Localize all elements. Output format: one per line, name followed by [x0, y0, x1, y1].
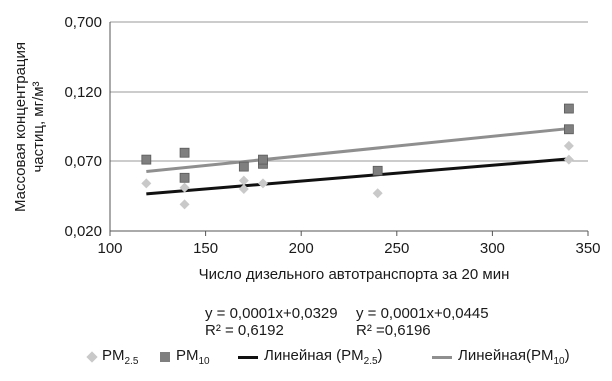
light-line-icon: [432, 355, 452, 359]
equation-pm10-formula: y = 0,0001x+0,0445: [356, 305, 489, 322]
y-axis-title-line2: частиц, мг/м³: [30, 81, 47, 172]
y-axis-title-line1: Массовая концентрация: [12, 42, 29, 212]
data-point-PM25: [141, 178, 152, 189]
x-tick-label: 350: [575, 240, 600, 257]
y-tick-label: 0,700: [64, 14, 102, 31]
data-point-PM10: [179, 172, 190, 183]
x-tick-label: 200: [289, 240, 314, 257]
data-point-PM10: [372, 165, 383, 176]
data-point-PM10: [258, 154, 268, 165]
y-tick-label: 0,120: [64, 84, 102, 101]
legend-linear-pm25-sub: 2.5: [363, 356, 378, 367]
data-point-PM25: [179, 199, 190, 210]
dark-line-icon: [238, 355, 258, 359]
y-tick-label: 0,070: [64, 153, 102, 170]
data-point-PM25: [179, 182, 190, 193]
equation-pm25-formula: y = 0,0001x+0,0329: [205, 305, 338, 322]
legend-pm25-sub: 2.5: [124, 356, 139, 367]
trendline-PM25: [146, 157, 570, 196]
equation-pm10-r2: R² =0,6196: [356, 322, 431, 339]
data-point-PM10: [563, 103, 574, 114]
legend-item-pm25: PM2.5: [86, 347, 139, 367]
data-point-PM25: [238, 175, 249, 186]
x-tick-label: 150: [193, 240, 218, 257]
equation-pm10: y = 0,0001x+0,0445 R² =0,6196: [356, 305, 489, 339]
legend-linear-pm10-sub: 10: [553, 356, 565, 367]
legend-pm10-sub: 10: [198, 356, 210, 367]
data-point-PM25: [372, 188, 383, 199]
data-point-PM25: [238, 184, 249, 194]
diamond-marker-icon: [86, 351, 98, 363]
legend-linear-pm25-close: ): [377, 347, 383, 364]
data-point-PM10: [179, 147, 190, 158]
legend-item-pm10: PM10: [160, 347, 210, 367]
legend-item-linear-pm10: Линейная(PM10): [432, 347, 570, 367]
y-tick-label: 0,020: [64, 223, 102, 240]
data-point-PM10: [141, 154, 152, 165]
chart-plot: 0,020 0,070 0,120 0,700 100 150 200 250 300 350 Чи…: [12, 14, 601, 283]
legend-linear-pm10-close: ): [564, 347, 570, 364]
legend-pm10-label: PM: [176, 347, 199, 364]
data-point-PM25: [563, 140, 574, 151]
equation-pm25: y = 0,0001x+0,0329 R² = 0,6192: [205, 305, 338, 339]
legend-pm25-label: PM: [102, 347, 125, 364]
trendline-PM10: [146, 127, 570, 173]
legend-linear-pm10-label: Линейная(PM: [458, 347, 554, 364]
data-point-PM10: [238, 161, 249, 172]
chart-legend: PM2.5 PM10 Линейная (PM2.5) Линейная(PM1…: [0, 337, 612, 377]
data-point-PM25: [257, 178, 268, 189]
x-tick-label: 100: [97, 240, 122, 257]
legend-item-linear-pm25: Линейная (PM2.5): [238, 347, 383, 367]
x-tick-label: 250: [384, 240, 409, 257]
data-point-PM10: [563, 124, 574, 135]
data-point-PM25: [563, 154, 574, 165]
equation-pm25-r2: R² = 0,6192: [205, 322, 284, 339]
x-axis-title: Число дизельного автотранспорта за 20 ми…: [199, 266, 510, 283]
x-tick-label: 300: [480, 240, 505, 257]
square-marker-icon: [160, 352, 170, 362]
legend-linear-pm25-label: Линейная (PM: [264, 347, 364, 364]
